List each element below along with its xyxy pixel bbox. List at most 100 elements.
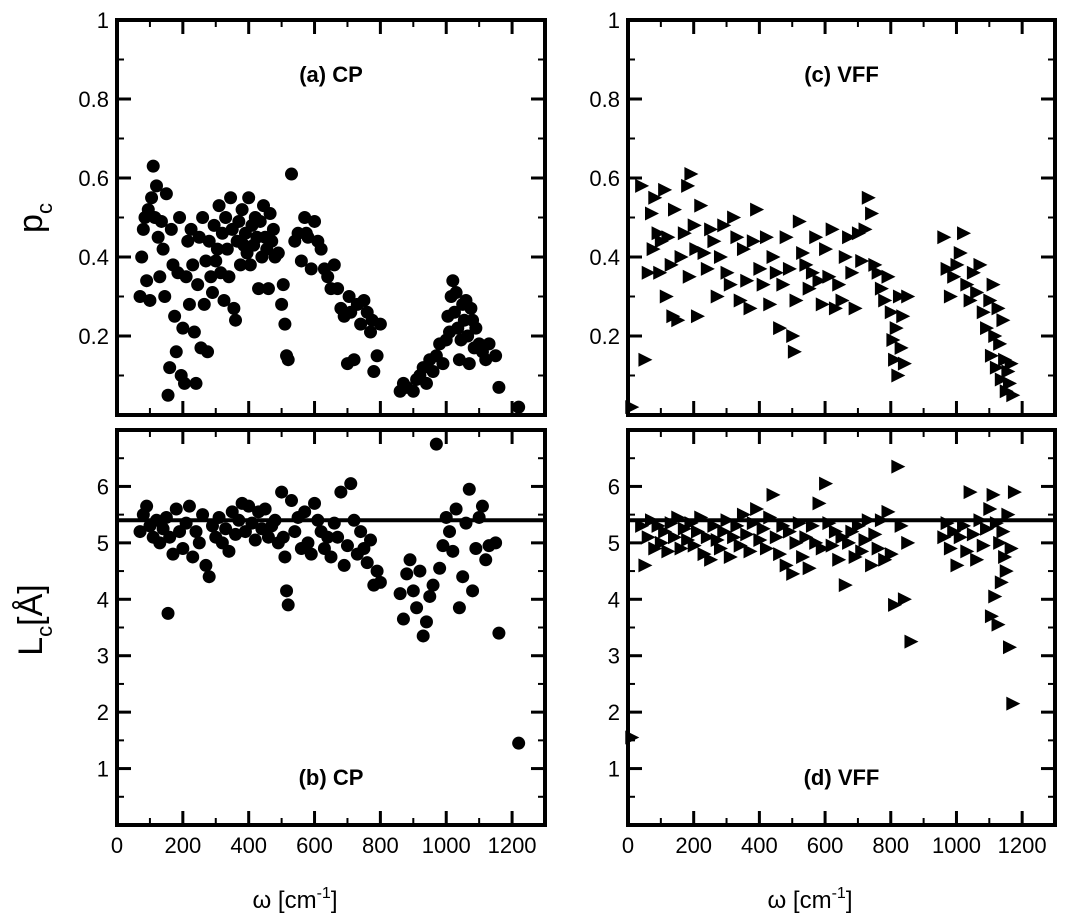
data-point <box>865 206 880 221</box>
data-point <box>713 250 728 264</box>
data-point <box>469 542 483 555</box>
data-point <box>901 535 916 550</box>
data-point <box>176 542 190 555</box>
x-tick-label: 1000 <box>422 833 471 858</box>
data-point <box>812 496 827 511</box>
data-point <box>393 587 407 601</box>
data-point <box>159 510 173 524</box>
data-point <box>753 533 768 548</box>
data-point <box>410 601 424 615</box>
data-point <box>426 365 440 379</box>
data-point <box>166 547 180 561</box>
data-point <box>207 218 221 232</box>
panel-b: 1 2 3 4 5 6 0 200 400 600 800 1000 1200 (b) CP <box>97 428 547 858</box>
data-point <box>980 321 995 336</box>
y-axis-label-top: pc <box>12 203 57 233</box>
data-point <box>276 278 290 292</box>
data-point <box>897 356 912 371</box>
data-point <box>161 606 175 620</box>
data-point <box>492 626 506 640</box>
data-point <box>733 293 748 308</box>
data-point <box>999 564 1014 579</box>
data-point <box>776 277 791 292</box>
data-point <box>210 242 224 256</box>
x-tick-label: 1200 <box>998 833 1047 858</box>
data-point <box>321 270 335 284</box>
data-point <box>641 530 656 545</box>
data-point <box>169 345 183 359</box>
x-tick-label: 800 <box>872 833 909 858</box>
data-point <box>782 524 797 539</box>
data-point <box>884 305 899 320</box>
data-point <box>779 230 794 245</box>
data-point <box>730 230 745 245</box>
data-point <box>204 270 218 284</box>
y-tick-label: 0.6 <box>589 166 620 191</box>
data-point <box>674 250 689 264</box>
data-point <box>953 530 968 545</box>
data-point <box>727 530 742 545</box>
data-point <box>354 317 368 331</box>
data-point <box>720 265 735 280</box>
data-point <box>344 477 358 491</box>
data-point <box>1003 640 1018 655</box>
data-point <box>177 376 191 390</box>
y-tick-label: 0.8 <box>589 87 620 112</box>
data-point <box>1003 376 1018 391</box>
data-point <box>360 556 374 570</box>
data-point <box>367 365 381 379</box>
data-point <box>233 258 247 272</box>
data-point <box>940 261 955 276</box>
x-tick-label: 1000 <box>932 833 981 858</box>
data-point <box>243 258 257 272</box>
data-point <box>154 214 168 228</box>
data-point <box>447 305 461 319</box>
data-point <box>635 178 650 193</box>
data-point <box>436 539 450 553</box>
data-point <box>700 261 715 276</box>
x-tick-label: 0 <box>622 833 634 858</box>
data-point <box>253 214 267 228</box>
data-point <box>989 516 1004 531</box>
data-point <box>690 309 705 324</box>
data-point <box>449 286 463 300</box>
data-point <box>182 297 196 311</box>
data-point <box>966 265 981 280</box>
data-point <box>153 536 167 550</box>
data-point <box>466 584 480 598</box>
data-point <box>169 502 183 516</box>
data-point <box>897 592 912 607</box>
data-point <box>984 348 999 363</box>
data-point <box>1006 696 1021 711</box>
y-tick-label: 1 <box>608 8 620 33</box>
data-point <box>892 289 907 304</box>
data-point <box>158 290 172 303</box>
data-point <box>983 502 998 516</box>
data-point <box>136 222 150 236</box>
data-point <box>996 313 1011 328</box>
data-point <box>265 234 279 248</box>
data-point <box>268 513 282 527</box>
data-point <box>298 505 312 519</box>
data-point <box>861 513 876 528</box>
data-point <box>179 270 193 284</box>
x-axis-label-left: ω [cm-1] <box>253 885 338 914</box>
data-point <box>991 617 1006 632</box>
data-point <box>284 167 298 181</box>
data-point <box>334 485 348 499</box>
data-point <box>327 516 341 530</box>
data-point <box>413 564 427 578</box>
data-point <box>832 277 847 292</box>
data-point <box>227 301 241 315</box>
data-point <box>782 261 797 276</box>
data-point <box>644 206 659 221</box>
data-point <box>280 584 294 598</box>
data-point <box>452 601 466 615</box>
data-point <box>842 230 857 245</box>
data-point <box>704 222 719 237</box>
data-point <box>704 552 719 567</box>
data-point <box>661 230 676 245</box>
data-point <box>199 254 213 268</box>
data-point <box>773 321 788 336</box>
data-point <box>960 544 975 559</box>
